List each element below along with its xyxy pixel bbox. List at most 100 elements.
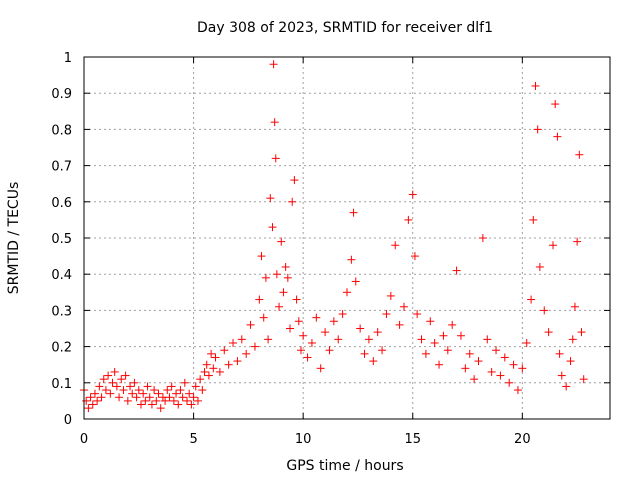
data-point xyxy=(413,310,422,319)
y-tick-label: 0.2 xyxy=(51,341,72,356)
data-point xyxy=(557,371,566,380)
data-point xyxy=(191,382,200,391)
data-point xyxy=(573,237,582,246)
data-point xyxy=(209,364,218,373)
data-point xyxy=(271,154,280,163)
data-point xyxy=(421,349,430,358)
data-point xyxy=(568,335,577,344)
data-point xyxy=(204,371,213,380)
data-point xyxy=(178,393,187,402)
data-point xyxy=(321,328,330,337)
data-point xyxy=(439,331,448,340)
data-point xyxy=(112,382,121,391)
data-point xyxy=(500,353,509,362)
data-point xyxy=(211,353,220,362)
data-point xyxy=(165,393,174,402)
data-point xyxy=(279,288,288,297)
data-point xyxy=(470,375,479,384)
data-point xyxy=(117,375,126,384)
y-tick-label: 0.5 xyxy=(51,232,72,247)
data-point xyxy=(207,349,216,358)
data-point xyxy=(343,288,351,297)
data-point xyxy=(382,310,391,319)
data-point xyxy=(369,357,378,366)
data-point xyxy=(183,396,192,405)
plot-frame xyxy=(83,56,611,420)
data-point xyxy=(110,367,119,376)
data-point xyxy=(237,335,246,344)
data-point xyxy=(257,252,266,261)
data-point xyxy=(139,389,148,398)
data-point xyxy=(553,132,562,141)
data-point xyxy=(128,389,137,398)
data-point xyxy=(229,338,238,347)
data-point xyxy=(426,317,435,326)
data-point xyxy=(408,190,417,199)
y-tick-label: 0.9 xyxy=(51,87,72,102)
data-point xyxy=(360,349,369,358)
y-tick-label: 0.3 xyxy=(51,304,72,319)
data-point xyxy=(364,335,373,344)
data-point xyxy=(161,396,170,405)
data-point xyxy=(255,295,264,304)
data-point xyxy=(268,223,277,232)
data-point xyxy=(448,320,457,329)
x-tick-label: 5 xyxy=(189,432,197,447)
data-point xyxy=(185,389,194,398)
data-point xyxy=(570,302,579,311)
y-tick-label: 0.7 xyxy=(51,160,72,175)
data-point xyxy=(193,396,202,405)
data-point xyxy=(93,396,102,405)
data-point xyxy=(143,382,152,391)
data-point xyxy=(134,386,143,395)
data-point xyxy=(577,328,586,337)
data-point xyxy=(123,396,132,405)
data-point xyxy=(316,364,325,373)
data-point xyxy=(555,349,564,358)
data-point xyxy=(338,310,347,319)
data-point xyxy=(224,360,233,369)
data-point xyxy=(82,396,91,405)
data-point xyxy=(246,320,255,329)
data-point xyxy=(549,241,558,250)
data-point xyxy=(430,338,439,347)
chart-title: Day 308 of 2023, SRMTID for receiver dlf… xyxy=(197,20,493,36)
data-point xyxy=(296,346,305,355)
data-point xyxy=(349,208,358,217)
data-point xyxy=(104,371,113,380)
data-point xyxy=(180,378,189,387)
data-point xyxy=(452,266,461,275)
data-point xyxy=(292,295,301,304)
y-tick-label: 0 xyxy=(64,413,72,428)
data-point xyxy=(329,317,338,326)
x-tick-label: 15 xyxy=(404,432,421,447)
data-point xyxy=(115,393,124,402)
data-point xyxy=(288,197,297,206)
data-point xyxy=(270,118,279,127)
data-point xyxy=(404,215,413,224)
data-point xyxy=(167,382,176,391)
data-point xyxy=(533,125,542,134)
data-point xyxy=(474,357,483,366)
data-point xyxy=(88,400,97,409)
data-point xyxy=(200,367,209,376)
data-point xyxy=(303,353,312,362)
data-point xyxy=(535,262,544,271)
data-point xyxy=(566,357,575,366)
data-point xyxy=(147,400,156,409)
x-tick-label: 0 xyxy=(80,432,88,447)
data-point xyxy=(176,386,185,395)
y-tick-labels: 0 0.1 0.2 0.3 0.4 0.5 0.6 0.7 0.8 0.9 1 xyxy=(51,51,72,428)
y-tick-label: 0.8 xyxy=(51,123,72,138)
data-point xyxy=(410,252,419,261)
data-point xyxy=(202,360,211,369)
data-points xyxy=(80,60,588,413)
data-point xyxy=(250,342,259,351)
data-point xyxy=(531,81,540,90)
data-point xyxy=(325,346,334,355)
data-point xyxy=(275,302,284,311)
data-point xyxy=(130,378,139,387)
data-point xyxy=(189,393,198,402)
data-point xyxy=(121,371,130,380)
